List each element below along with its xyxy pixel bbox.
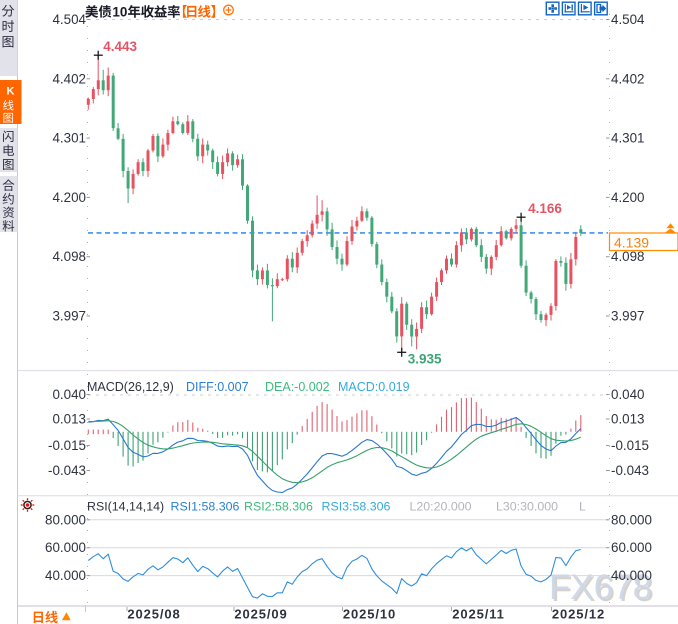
svg-text:RSI2:58.306: RSI2:58.306 — [244, 500, 313, 514]
svg-text:-0.015: -0.015 — [48, 438, 86, 453]
svg-text:-0.043: -0.043 — [611, 463, 649, 478]
svg-text:60.000: 60.000 — [45, 540, 86, 555]
svg-text:0.013: 0.013 — [611, 412, 645, 427]
svg-text:4.139: 4.139 — [614, 235, 649, 251]
svg-text:4.200: 4.200 — [52, 190, 86, 205]
svg-text:3.935: 3.935 — [408, 351, 442, 366]
svg-text:4.301: 4.301 — [52, 131, 86, 146]
svg-text:0.040: 0.040 — [52, 387, 86, 402]
svg-text:FX678: FX678 — [551, 570, 654, 609]
svg-text:K: K — [7, 86, 15, 98]
svg-text:RSI3:58.306: RSI3:58.306 — [322, 500, 391, 514]
svg-text:2025/09: 2025/09 — [234, 607, 287, 622]
svg-text:10: 10 — [112, 5, 127, 20]
svg-text:3.997: 3.997 — [611, 309, 645, 324]
svg-text:2025/11: 2025/11 — [452, 607, 505, 622]
svg-text:40.000: 40.000 — [611, 568, 652, 583]
svg-text:4.200: 4.200 — [611, 190, 645, 205]
svg-text:2025/10: 2025/10 — [343, 607, 396, 622]
svg-text:RSI1:58.306: RSI1:58.306 — [171, 500, 240, 514]
svg-text:4.166: 4.166 — [528, 201, 562, 216]
svg-text:40.000: 40.000 — [45, 568, 86, 583]
svg-text:4.301: 4.301 — [611, 131, 645, 146]
svg-text:-0.043: -0.043 — [48, 463, 86, 478]
svg-text:0.013: 0.013 — [52, 412, 86, 427]
svg-text:MACD(26,12,9): MACD(26,12,9) — [87, 380, 174, 394]
svg-text:DIFF:0.007: DIFF:0.007 — [186, 380, 249, 394]
svg-text:L30:30.000: L30:30.000 — [496, 500, 558, 514]
svg-text:-0.015: -0.015 — [611, 438, 649, 453]
svg-text:RSI(14,14,14): RSI(14,14,14) — [87, 500, 164, 514]
svg-text:4.443: 4.443 — [103, 39, 137, 54]
svg-text:4.098: 4.098 — [52, 249, 86, 264]
svg-text:60.000: 60.000 — [611, 540, 652, 555]
svg-text:4.098: 4.098 — [611, 249, 645, 264]
svg-text:L: L — [579, 500, 586, 514]
svg-text:80.000: 80.000 — [45, 512, 86, 527]
svg-text:FX678: FX678 — [549, 568, 652, 607]
svg-text:4.504: 4.504 — [52, 12, 86, 27]
svg-text:2025/08: 2025/08 — [127, 607, 180, 622]
svg-text:4.504: 4.504 — [611, 12, 645, 27]
svg-text:4.402: 4.402 — [52, 71, 86, 86]
svg-text:2025/12: 2025/12 — [552, 607, 605, 622]
svg-text:L20:20.000: L20:20.000 — [410, 500, 472, 514]
svg-text:4.402: 4.402 — [611, 71, 645, 86]
svg-text:DEA:-0.002: DEA:-0.002 — [265, 380, 330, 394]
svg-text:0.040: 0.040 — [611, 387, 645, 402]
svg-text:80.000: 80.000 — [611, 512, 652, 527]
svg-text:3.997: 3.997 — [52, 309, 86, 324]
svg-text:MACD:0.019: MACD:0.019 — [338, 380, 410, 394]
